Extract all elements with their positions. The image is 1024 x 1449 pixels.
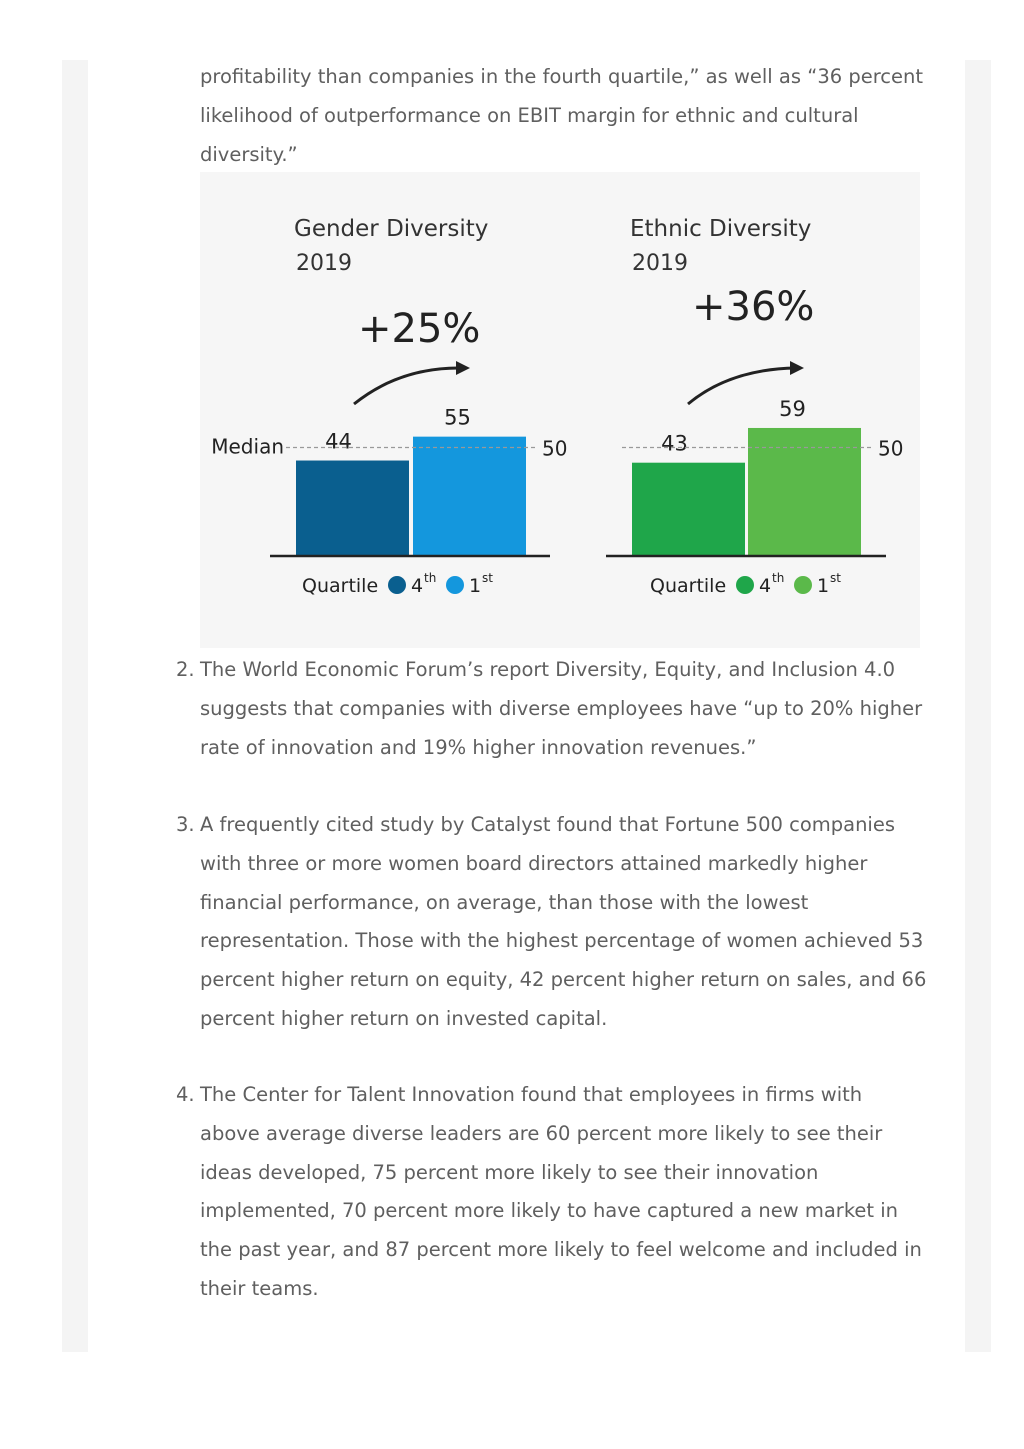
text-line: the past year, and 87 percent more likel… bbox=[200, 1238, 922, 1262]
bar-value-label: 44 bbox=[325, 430, 352, 454]
legend-label-superscript: st bbox=[482, 571, 493, 585]
chart-title: Gender Diversity bbox=[294, 216, 488, 242]
text-line: financial performance, on average, than … bbox=[200, 890, 809, 914]
chart-subtitle: 2019 bbox=[296, 251, 352, 276]
legend-label-superscript: st bbox=[830, 571, 841, 585]
text-line: implemented, 70 percent more likely to h… bbox=[200, 1199, 899, 1223]
intro-paragraph: profitability than companies in the four… bbox=[200, 58, 930, 174]
list-number: 2. bbox=[176, 658, 195, 681]
text-line: The Center for Talent Innovation found t… bbox=[200, 1083, 863, 1106]
chart-subtitle: 2019 bbox=[632, 251, 688, 276]
legend-axis-label: Quartile bbox=[302, 575, 378, 597]
diversity-chart-figure: Gender Diversity 2019 +25% 44 55 50 Median Quar… bbox=[200, 172, 920, 648]
legend-axis-label: Quartile bbox=[650, 575, 726, 597]
growth-arrow bbox=[687, 366, 797, 406]
legend-label: 4 bbox=[411, 575, 423, 597]
bar-4th-quartile bbox=[632, 462, 745, 556]
legend-marker-1st bbox=[794, 576, 812, 594]
legend-label: 1 bbox=[469, 575, 481, 597]
text-line: ideas developed, 75 percent more likely … bbox=[200, 1160, 819, 1184]
list-item-4: 4. The Center for Talent Innovation foun… bbox=[176, 1076, 930, 1309]
chart-title: Ethnic Diversity bbox=[630, 216, 811, 242]
text-line: A frequently cited study by Catalyst fou… bbox=[200, 813, 896, 836]
list-number: 4. bbox=[176, 1083, 195, 1106]
bar-4th-quartile bbox=[296, 460, 409, 556]
bar-value-label: 55 bbox=[444, 406, 471, 430]
list-item-3: 3. A frequently cited study by Catalyst … bbox=[176, 806, 930, 1039]
text-line: with three or more women board directors… bbox=[200, 851, 868, 875]
bar-1st-quartile bbox=[748, 427, 861, 556]
legend-marker-1st bbox=[446, 576, 464, 594]
bar-value-label: 59 bbox=[779, 397, 806, 421]
legend-marker-4th bbox=[388, 576, 406, 594]
legend-label: 1 bbox=[817, 575, 829, 597]
median-value-label: 50 bbox=[878, 437, 903, 461]
legend-label-superscript: th bbox=[424, 571, 436, 585]
legend-label-superscript: th bbox=[772, 571, 784, 585]
growth-arrow bbox=[353, 366, 463, 406]
legend-label: 4 bbox=[759, 575, 771, 597]
text-line: percent higher return on invested capita… bbox=[200, 1006, 608, 1030]
text-line: above average diverse leaders are 60 per… bbox=[200, 1121, 883, 1145]
bar-1st-quartile bbox=[413, 436, 526, 556]
text-line: representation. Those with the highest p… bbox=[200, 929, 924, 953]
growth-arrowhead bbox=[790, 361, 804, 375]
text-line: profitability than companies in the four… bbox=[200, 65, 924, 88]
right-margin-strip bbox=[965, 60, 991, 1352]
list-item-2: 2. The World Economic Forum’s report Div… bbox=[176, 651, 930, 767]
legend-marker-4th bbox=[736, 576, 754, 594]
median-label: Median bbox=[211, 435, 284, 459]
growth-arrowhead bbox=[456, 361, 470, 375]
text-line: likelihood of outperformance on EBIT mar… bbox=[200, 103, 859, 127]
text-line: their teams. bbox=[200, 1276, 319, 1300]
text-line: diversity.” bbox=[200, 142, 298, 166]
list-number: 3. bbox=[176, 813, 195, 836]
text-line: rate of innovation and 19% higher innova… bbox=[200, 735, 757, 759]
text-line: suggests that companies with diverse emp… bbox=[200, 696, 923, 720]
chart-annotation: +25% bbox=[358, 306, 480, 352]
diversity-chart-svg: Gender Diversity2019+25%445550MedianQuar… bbox=[211, 216, 903, 597]
left-margin-strip bbox=[62, 60, 88, 1352]
median-value-label: 50 bbox=[542, 437, 567, 461]
text-line: The World Economic Forum’s report Divers… bbox=[200, 658, 896, 681]
text-line: percent higher return on equity, 42 perc… bbox=[200, 968, 927, 992]
bar-value-label: 43 bbox=[661, 432, 688, 456]
chart-annotation: +36% bbox=[692, 284, 814, 330]
